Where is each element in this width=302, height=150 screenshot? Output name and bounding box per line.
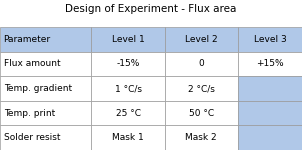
Bar	[92, 101, 165, 125]
Text: Parameter: Parameter	[4, 35, 51, 44]
Bar	[0, 101, 92, 125]
Bar	[238, 76, 302, 101]
Bar	[165, 101, 238, 125]
Bar	[165, 125, 238, 150]
Text: 0: 0	[198, 59, 204, 68]
Bar	[0, 27, 92, 52]
Bar	[92, 125, 165, 150]
Bar	[0, 76, 92, 101]
Bar	[238, 125, 302, 150]
Bar	[92, 27, 165, 52]
Text: Design of Experiment - Flux area: Design of Experiment - Flux area	[65, 4, 237, 15]
Bar	[92, 76, 165, 101]
Text: Temp. print: Temp. print	[4, 109, 55, 118]
Bar	[0, 52, 92, 76]
Text: +15%: +15%	[256, 59, 284, 68]
Bar	[238, 101, 302, 125]
Text: 25 °C: 25 °C	[116, 109, 140, 118]
Text: 50 °C: 50 °C	[189, 109, 214, 118]
Text: Temp. gradient: Temp. gradient	[4, 84, 72, 93]
Text: Level 2: Level 2	[185, 35, 217, 44]
Text: Mask 2: Mask 2	[185, 133, 217, 142]
Bar	[0, 125, 92, 150]
Text: Solder resist: Solder resist	[4, 133, 60, 142]
Bar	[238, 27, 302, 52]
Text: 2 °C/s: 2 °C/s	[188, 84, 215, 93]
Text: 1 °C/s: 1 °C/s	[114, 84, 142, 93]
Text: Level 3: Level 3	[254, 35, 286, 44]
Text: Mask 1: Mask 1	[112, 133, 144, 142]
Bar	[165, 27, 238, 52]
Text: Level 1: Level 1	[112, 35, 144, 44]
Bar	[165, 76, 238, 101]
Text: Flux amount: Flux amount	[4, 59, 60, 68]
Text: -15%: -15%	[116, 59, 140, 68]
Bar	[238, 52, 302, 76]
Bar	[92, 52, 165, 76]
Bar	[165, 52, 238, 76]
